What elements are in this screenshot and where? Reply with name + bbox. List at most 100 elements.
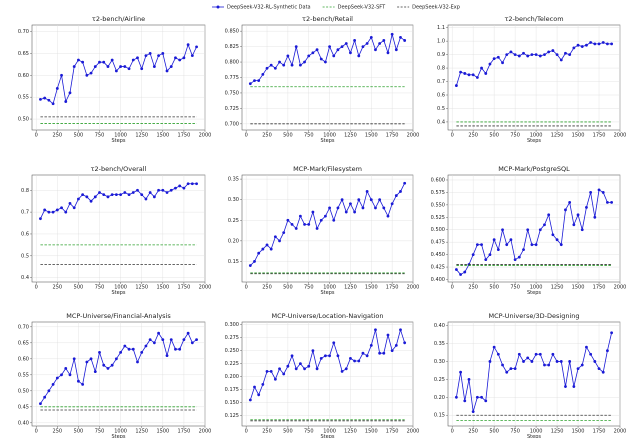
point	[157, 54, 160, 58]
point	[47, 210, 51, 214]
point	[349, 51, 352, 55]
point	[102, 363, 106, 367]
point	[353, 210, 357, 214]
point	[547, 213, 551, 217]
point	[278, 60, 281, 64]
point	[496, 55, 500, 59]
point	[77, 197, 80, 201]
point	[374, 328, 377, 332]
point	[307, 54, 311, 58]
point	[123, 344, 127, 348]
y-tick-label: 0.50	[18, 388, 29, 394]
point	[390, 32, 394, 36]
point	[551, 352, 555, 356]
chart-title: τ2-bench/Telecom	[504, 15, 563, 23]
point	[294, 367, 298, 371]
point	[492, 345, 496, 349]
point	[340, 370, 344, 373]
y-tick-label: 0.300	[225, 322, 239, 328]
point	[55, 87, 59, 90]
point	[186, 182, 190, 186]
point	[114, 69, 118, 73]
point	[39, 97, 42, 101]
point	[152, 65, 156, 68]
point	[81, 193, 85, 197]
point	[307, 222, 311, 226]
plot-area	[447, 321, 621, 427]
y-tick-label: 0.850	[225, 29, 239, 35]
point	[303, 60, 306, 64]
x-tick-label: 1250	[135, 285, 148, 291]
x-tick-label: 1500	[156, 285, 169, 291]
point	[51, 383, 55, 386]
point	[328, 354, 331, 358]
point	[273, 66, 277, 70]
point	[606, 42, 609, 46]
point	[488, 253, 492, 257]
series-line	[456, 189, 612, 276]
point	[290, 222, 294, 226]
y-tick-label: 0.225	[225, 361, 239, 367]
x-axis-label: Steps	[321, 434, 335, 438]
x-tick-label: 1250	[135, 429, 148, 435]
point	[488, 360, 492, 363]
point	[178, 347, 182, 351]
point	[505, 370, 509, 374]
x-tick-label: 750	[510, 285, 520, 291]
point	[324, 214, 327, 218]
point	[136, 56, 139, 60]
y-tick-label: 0.825	[225, 44, 239, 50]
point	[509, 50, 513, 54]
x-tick-label: 2000	[199, 133, 212, 139]
point	[93, 65, 97, 68]
x-tick-label: 500	[74, 133, 84, 139]
point	[60, 206, 63, 210]
point	[471, 73, 475, 77]
x-axis-label: Steps	[321, 290, 335, 296]
point	[361, 351, 365, 355]
point	[131, 347, 135, 351]
point	[332, 218, 336, 222]
point	[526, 228, 530, 232]
point	[294, 45, 298, 49]
x-tick-label: 500	[283, 133, 293, 139]
x-tick-label: 1750	[386, 285, 399, 291]
point	[148, 191, 152, 194]
point	[110, 363, 114, 367]
point	[290, 63, 294, 67]
point	[365, 354, 369, 358]
x-tick-label: 250	[53, 429, 63, 435]
point	[336, 206, 340, 210]
point	[273, 377, 277, 381]
x-tick-label: 0	[35, 133, 38, 139]
point	[585, 205, 588, 209]
point	[64, 210, 68, 214]
point	[601, 370, 605, 374]
point	[106, 195, 110, 199]
point	[157, 331, 160, 335]
y-tick-label: 0.525	[431, 215, 445, 221]
point	[110, 193, 114, 197]
x-tick-label: 1250	[344, 133, 357, 139]
point	[374, 48, 377, 52]
point	[492, 57, 496, 61]
x-tick-label: 750	[95, 429, 105, 435]
point	[98, 191, 101, 194]
point	[195, 182, 198, 186]
x-tick-label: 750	[304, 133, 314, 139]
point	[357, 359, 361, 363]
point	[144, 54, 148, 58]
x-tick-label: 0	[245, 133, 248, 139]
x-tick-label: 1000	[530, 285, 543, 291]
point	[357, 54, 361, 58]
point	[307, 364, 311, 368]
x-tick-label: 1750	[593, 429, 606, 435]
point	[344, 367, 348, 371]
point	[93, 195, 97, 199]
point	[190, 341, 194, 345]
x-tick-label: 0	[245, 429, 248, 435]
point	[530, 53, 534, 57]
x-tick-label: 500	[74, 429, 84, 435]
x-tick-label: 0	[245, 285, 248, 291]
